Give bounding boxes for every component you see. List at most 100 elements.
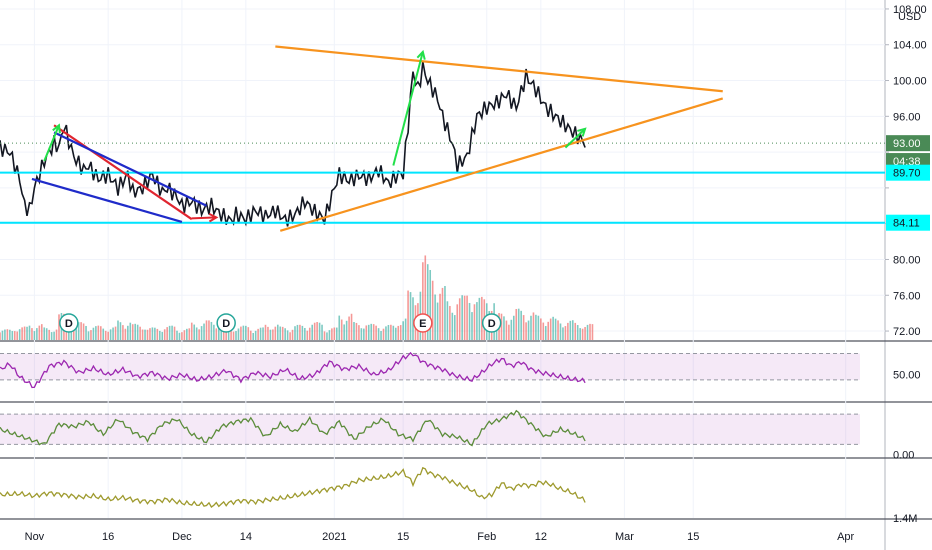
- volume-bar: [559, 323, 562, 340]
- volume-bar: [286, 330, 289, 340]
- time-axis[interactable]: Nov 16 Dec 14 2021 15 Feb 12 Mar 15 Apr: [25, 531, 855, 543]
- volume-bar: [173, 326, 176, 340]
- volume-bar: [537, 315, 540, 340]
- volume-bar: [564, 326, 567, 340]
- volume-bar: [562, 327, 564, 340]
- trendline: [53, 131, 207, 207]
- volume-bar: [402, 321, 404, 340]
- volume-bar: [247, 327, 250, 340]
- volume-bar: [131, 324, 134, 340]
- volume-bar: [0, 332, 1, 340]
- time-tick-label: 12: [535, 531, 547, 543]
- volume-bar: [439, 293, 441, 340]
- volume-bar: [468, 302, 471, 340]
- price-tag-label: 84.11: [893, 218, 920, 230]
- volume-bar: [567, 322, 569, 340]
- volume-oscillator-line: [0, 466, 586, 508]
- arrow-head: [208, 212, 219, 223]
- price-tick-label: 96.00: [893, 111, 921, 123]
- volume-bar: [436, 302, 439, 340]
- volume-bar: [382, 328, 385, 340]
- trendline: [275, 45, 723, 93]
- event-marker-label: D: [65, 318, 73, 330]
- volume-bar: [276, 324, 279, 340]
- time-tick-label: Nov: [25, 531, 45, 543]
- volume-bar: [554, 318, 557, 340]
- volume-bar: [333, 327, 336, 340]
- volume-bar: [245, 325, 247, 340]
- volume-bar: [476, 302, 478, 340]
- volume-bar: [262, 327, 264, 340]
- volume-bar: [471, 312, 473, 340]
- volume-bar: [576, 325, 579, 340]
- volume-bar: [166, 327, 168, 340]
- volume-bar: [220, 329, 223, 340]
- volume-bar: [16, 331, 19, 340]
- volume-bar: [522, 315, 525, 340]
- price-tag-label: 89.70: [893, 168, 921, 180]
- volume-bar: [505, 320, 508, 340]
- volume-bar: [434, 294, 436, 340]
- volume-bar: [6, 329, 9, 340]
- price-axis[interactable]: USD 72.00 76.00 80.00 96.00 100.00 104.00 108.…: [885, 4, 927, 338]
- volume-bar: [215, 328, 218, 340]
- volume-bar: [481, 296, 483, 340]
- volume-bar: [358, 325, 360, 340]
- volume-bar: [144, 329, 146, 340]
- volume-bar: [367, 324, 370, 340]
- volume-bar: [186, 328, 188, 340]
- volume-bar: [412, 297, 414, 340]
- volume-bar: [340, 319, 343, 340]
- volume-bar: [50, 332, 53, 340]
- volume-bar: [237, 328, 240, 340]
- volume-bar: [409, 292, 412, 340]
- arrow-shaft: [191, 216, 217, 220]
- volume-bar: [446, 301, 449, 340]
- volume-bar: [117, 320, 119, 340]
- volume-bar: [58, 314, 60, 340]
- volume-bar: [240, 326, 242, 340]
- volume-bar: [326, 332, 328, 340]
- volume-bar: [338, 315, 341, 340]
- volume-bar: [40, 324, 43, 340]
- volume-bar: [299, 324, 301, 340]
- volume-bar: [350, 313, 353, 340]
- volume-bar: [520, 310, 522, 340]
- volume-bar: [540, 318, 542, 340]
- volume-bar: [377, 328, 380, 340]
- trendline: [53, 124, 193, 221]
- volume-bar: [99, 326, 102, 340]
- volume-bar: [579, 328, 581, 340]
- time-tick-label: 15: [397, 531, 409, 543]
- price-line: [0, 61, 586, 227]
- volume-bar: [230, 329, 232, 340]
- volume-bars: [0, 255, 594, 340]
- volume-bar: [525, 322, 527, 340]
- currency-label: USD: [898, 11, 921, 23]
- volume-bar: [200, 326, 203, 340]
- price-tick-label: 80.00: [893, 254, 921, 266]
- stoch-band: [0, 414, 860, 445]
- volume-bar: [316, 322, 318, 340]
- stoch-pane: 0.00: [0, 409, 914, 461]
- volume-bar: [136, 324, 139, 340]
- arrow-shaft: [564, 128, 586, 149]
- volume-bar: [77, 322, 80, 340]
- volume-bar: [431, 280, 434, 340]
- time-tick-label: Feb: [477, 531, 496, 543]
- volume-bar: [581, 328, 584, 340]
- volume-bar: [31, 328, 33, 340]
- volume-bar: [407, 290, 409, 340]
- volume-bar: [107, 331, 109, 340]
- event-marker: [216, 313, 236, 333]
- volume-bar: [429, 269, 432, 340]
- volume-bar: [318, 322, 321, 340]
- volume-bar: [584, 327, 586, 340]
- volume-bar: [4, 329, 6, 340]
- volume-bar: [308, 327, 311, 340]
- volume-bar: [104, 330, 107, 340]
- volume-bar: [473, 304, 476, 340]
- time-tick-label: Dec: [172, 531, 192, 543]
- volume-bar: [36, 328, 38, 340]
